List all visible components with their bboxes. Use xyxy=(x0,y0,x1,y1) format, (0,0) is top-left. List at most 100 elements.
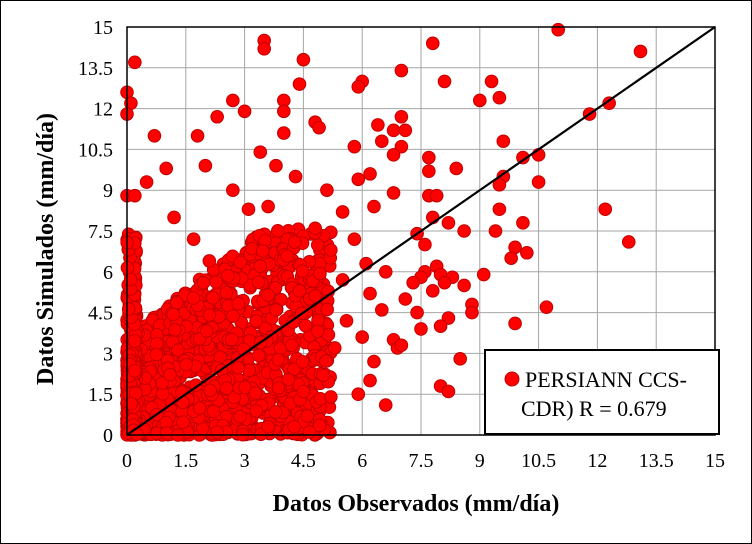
y-axis-title: Datos Simulados (mm/día) xyxy=(33,113,59,385)
data-point xyxy=(248,386,263,400)
x-tick-label: 13.5 xyxy=(639,450,674,472)
data-point xyxy=(339,313,354,328)
data-point xyxy=(249,314,263,328)
data-point xyxy=(425,284,440,298)
plot-area-border xyxy=(126,26,716,436)
data-point xyxy=(288,169,303,184)
data-point xyxy=(504,251,518,266)
x-tick-label: 12 xyxy=(587,450,607,472)
legend: PERSIANN CCS- CDR) R = 0.679 xyxy=(484,349,720,435)
data-point xyxy=(308,221,322,236)
data-point xyxy=(186,291,201,305)
data-point xyxy=(206,404,221,419)
data-point xyxy=(302,425,317,439)
data-point xyxy=(633,44,648,59)
data-point xyxy=(171,343,185,357)
data-point xyxy=(242,363,257,378)
data-point xyxy=(425,36,440,51)
data-point xyxy=(280,249,294,263)
data-point xyxy=(347,232,362,246)
data-point xyxy=(508,316,522,331)
data-point xyxy=(312,120,326,135)
reference-line-layer xyxy=(126,26,716,436)
data-point xyxy=(437,275,452,290)
data-point xyxy=(295,355,310,369)
data-point xyxy=(367,199,381,214)
data-point xyxy=(496,134,511,149)
data-point xyxy=(488,224,503,238)
data-point xyxy=(363,286,377,301)
data-point xyxy=(269,303,283,317)
data-point xyxy=(210,109,224,124)
data-point xyxy=(492,90,507,105)
data-point xyxy=(437,74,452,89)
data-point xyxy=(375,134,389,149)
data-point xyxy=(371,118,385,132)
data-point xyxy=(492,202,507,217)
data-point xyxy=(531,175,546,189)
data-point xyxy=(203,383,217,398)
data-point xyxy=(233,255,248,270)
data-point xyxy=(202,254,217,268)
y-tick-labels: 0 1.5 3 4.5 6 7.5 9 10.5 12 13.5 15 xyxy=(78,17,113,447)
data-point xyxy=(270,224,285,238)
data-point xyxy=(292,77,307,91)
legend-label-line-1: PERSIANN CCS- xyxy=(525,367,687,392)
data-point xyxy=(310,324,325,339)
data-point xyxy=(226,183,240,197)
data-point xyxy=(300,409,315,423)
data-point xyxy=(298,318,313,333)
data-point xyxy=(271,352,286,367)
data-point xyxy=(199,324,214,338)
data-point xyxy=(422,164,436,178)
data-point xyxy=(313,266,327,281)
data-point xyxy=(320,183,334,197)
data-point xyxy=(355,330,370,344)
x-tick-label: 0 xyxy=(122,450,132,472)
data-point xyxy=(253,259,268,274)
data-point xyxy=(457,224,471,238)
data-point xyxy=(351,80,366,94)
y-tick-label: 4.5 xyxy=(88,303,113,325)
data-point xyxy=(327,341,342,355)
data-point xyxy=(221,269,235,283)
data-point xyxy=(394,139,409,154)
data-point xyxy=(226,93,240,108)
data-point xyxy=(277,126,291,140)
data-point xyxy=(287,235,302,249)
data-point xyxy=(410,305,424,320)
data-point xyxy=(269,158,283,173)
data-point xyxy=(219,285,234,300)
data-point xyxy=(257,41,272,56)
data-point xyxy=(176,395,190,410)
x-tick-label: 15 xyxy=(705,450,725,472)
data-point xyxy=(231,296,246,311)
data-point xyxy=(296,384,311,399)
data-point xyxy=(210,425,224,440)
data-point xyxy=(159,426,174,440)
data-point xyxy=(418,237,432,252)
data-point xyxy=(192,401,207,415)
data-point xyxy=(351,172,366,187)
data-point xyxy=(422,150,436,165)
data-point xyxy=(287,419,301,434)
data-point xyxy=(316,368,330,382)
data-point xyxy=(281,372,296,387)
data-point xyxy=(398,292,413,306)
data-point xyxy=(516,216,530,230)
data-point xyxy=(149,347,164,362)
data-point xyxy=(286,315,300,329)
data-point xyxy=(219,381,234,396)
data-point xyxy=(378,398,393,412)
data-point xyxy=(602,96,616,110)
data-point xyxy=(465,305,479,320)
data-point xyxy=(441,216,456,230)
data-point xyxy=(414,322,428,336)
x-axis-title: Datos Observados (mm/día) xyxy=(273,491,560,517)
data-point xyxy=(520,245,534,260)
data-point xyxy=(295,264,310,278)
data-point xyxy=(476,267,491,282)
data-point xyxy=(209,275,223,289)
data-point xyxy=(351,387,366,402)
